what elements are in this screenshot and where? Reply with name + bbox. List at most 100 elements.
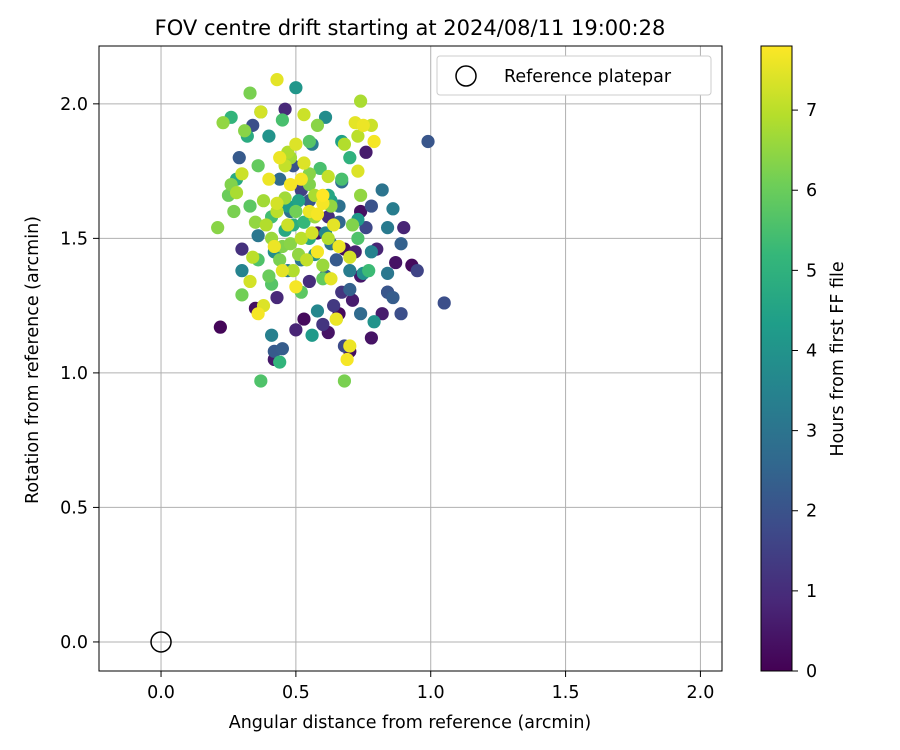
y-axis-ticks: 0.0 0.5 1.0 1.5 2.0 (60, 95, 99, 653)
data-point (375, 307, 389, 321)
data-point (281, 218, 295, 232)
data-point (297, 312, 311, 326)
y-tick-label: 1.5 (60, 229, 88, 249)
data-point (227, 204, 241, 219)
data-point (246, 250, 260, 264)
data-point (302, 134, 316, 149)
colorbar-tick-label: 6 (806, 181, 817, 201)
data-point (359, 221, 373, 235)
data-point (354, 188, 368, 202)
data-point (362, 264, 376, 278)
data-point (262, 129, 276, 143)
reference-platepar-marker (150, 631, 172, 653)
legend: Reference platepar (436, 55, 712, 96)
scatter-points (211, 73, 451, 388)
data-point (327, 299, 341, 313)
data-point (251, 229, 265, 243)
data-point (364, 199, 378, 213)
x-tick-label: 2.0 (687, 683, 715, 703)
data-point (248, 215, 263, 229)
data-point (386, 202, 400, 216)
data-point (232, 151, 246, 165)
colorbar-tick-label: 7 (806, 101, 817, 121)
data-point (273, 355, 287, 369)
data-point (343, 250, 357, 264)
colorbar-tick-label: 0 (806, 662, 817, 682)
data-point (275, 113, 289, 127)
data-point (343, 339, 357, 353)
data-point (313, 161, 327, 176)
colorbar-tick-label: 4 (806, 341, 817, 361)
data-point (367, 134, 381, 149)
data-point (310, 118, 325, 132)
data-point (324, 272, 338, 286)
data-point (262, 172, 276, 186)
data-point (289, 137, 303, 151)
data-point (364, 245, 378, 259)
x-tick-label: 1.0 (417, 683, 445, 703)
data-point (359, 145, 373, 159)
data-point (254, 374, 268, 388)
y-tick-label: 1.0 (60, 364, 88, 384)
data-point (354, 94, 368, 108)
data-point (380, 266, 395, 280)
data-point (278, 102, 292, 116)
data-point (367, 315, 381, 329)
data-point (273, 172, 287, 186)
data-point (394, 237, 408, 251)
colorbar (760, 45, 793, 672)
data-point (337, 137, 352, 151)
data-point (389, 255, 403, 270)
data-point (351, 129, 365, 143)
data-point (270, 290, 284, 305)
data-point (270, 73, 284, 87)
data-point (386, 290, 400, 305)
data-point (316, 188, 330, 202)
data-point (340, 352, 354, 367)
data-point (351, 164, 365, 178)
data-point (283, 177, 298, 192)
data-point (235, 264, 249, 278)
colorbar-tick-label: 1 (806, 582, 817, 602)
data-point (343, 264, 357, 278)
data-point (238, 124, 252, 138)
data-point (256, 194, 271, 208)
y-axis-label: Rotation from reference (arcmin) (23, 216, 43, 504)
colorbar-ticks: 0 1 2 3 4 5 6 7 (792, 101, 817, 682)
data-point (410, 264, 424, 278)
data-point (270, 196, 284, 210)
data-point (321, 231, 335, 245)
data-point (297, 215, 311, 229)
y-tick-label: 0.0 (60, 633, 88, 653)
data-point (289, 280, 303, 294)
data-point (259, 218, 273, 232)
data-point (297, 108, 311, 122)
data-point (216, 116, 230, 130)
data-point (397, 221, 411, 235)
data-point (294, 231, 308, 245)
data-point (243, 199, 257, 213)
data-point (329, 312, 343, 326)
data-point (354, 307, 368, 321)
data-point (421, 134, 435, 149)
data-point (254, 105, 268, 119)
data-point (305, 226, 319, 240)
data-point (321, 169, 335, 184)
data-point (243, 274, 257, 289)
data-point (235, 167, 249, 181)
plot-frame (98, 45, 723, 672)
y-tick-label: 2.0 (60, 95, 88, 115)
legend-marker-reference (455, 65, 477, 87)
colorbar-tick-label: 2 (806, 502, 817, 522)
data-point (229, 186, 244, 200)
data-point (345, 293, 360, 307)
data-point (235, 242, 249, 256)
data-point (332, 239, 346, 254)
data-point (289, 81, 303, 95)
data-point (318, 110, 333, 124)
x-tick-label: 0.5 (282, 683, 310, 703)
legend-box (436, 55, 712, 96)
data-point (265, 328, 279, 342)
data-point (289, 323, 303, 337)
